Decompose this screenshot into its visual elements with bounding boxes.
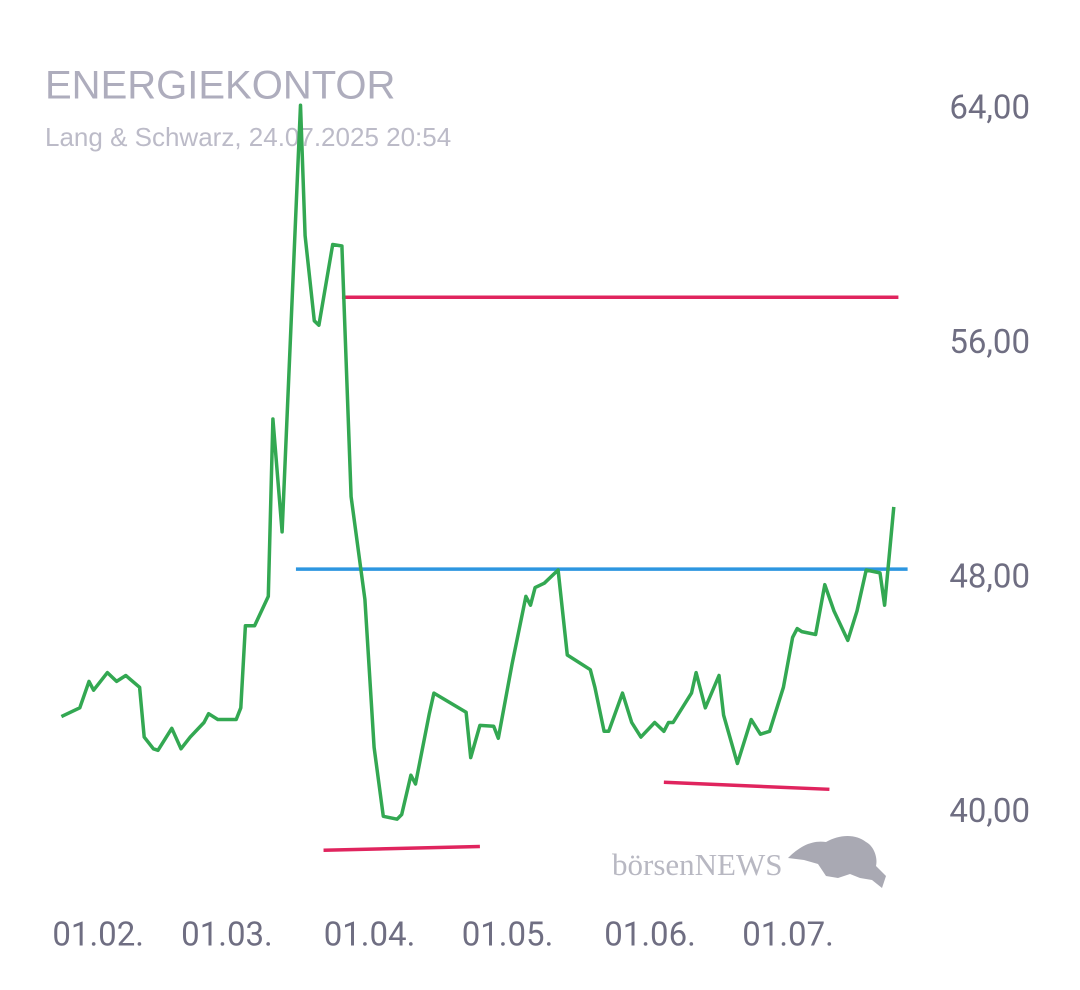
x-tick-label: 01.03. xyxy=(181,916,273,955)
x-tick-label: 01.04. xyxy=(324,916,416,955)
watermark-logo: börsenNEWS xyxy=(612,836,886,888)
chart-title: ENERGIEKONTOR xyxy=(45,64,395,108)
y-tick-label: 64,00 xyxy=(949,88,1030,127)
x-tick-label: 01.05. xyxy=(462,916,554,955)
bull-icon xyxy=(788,836,886,888)
trend-line xyxy=(663,780,830,792)
x-tick-label: 01.07. xyxy=(742,916,834,955)
x-tick-label: 01.06. xyxy=(604,916,696,955)
watermark: börsenNEWS xyxy=(612,847,782,882)
y-tick-label: 48,00 xyxy=(949,558,1030,597)
chart-subtitle: Lang & Schwarz, 24.07.2025 20:54 xyxy=(45,122,451,152)
y-tick-label: 56,00 xyxy=(949,323,1030,362)
trend-line xyxy=(323,844,480,853)
y-tick-label: 40,00 xyxy=(949,792,1030,831)
x-tick-label: 01.02. xyxy=(52,916,144,955)
price-line xyxy=(60,103,896,821)
